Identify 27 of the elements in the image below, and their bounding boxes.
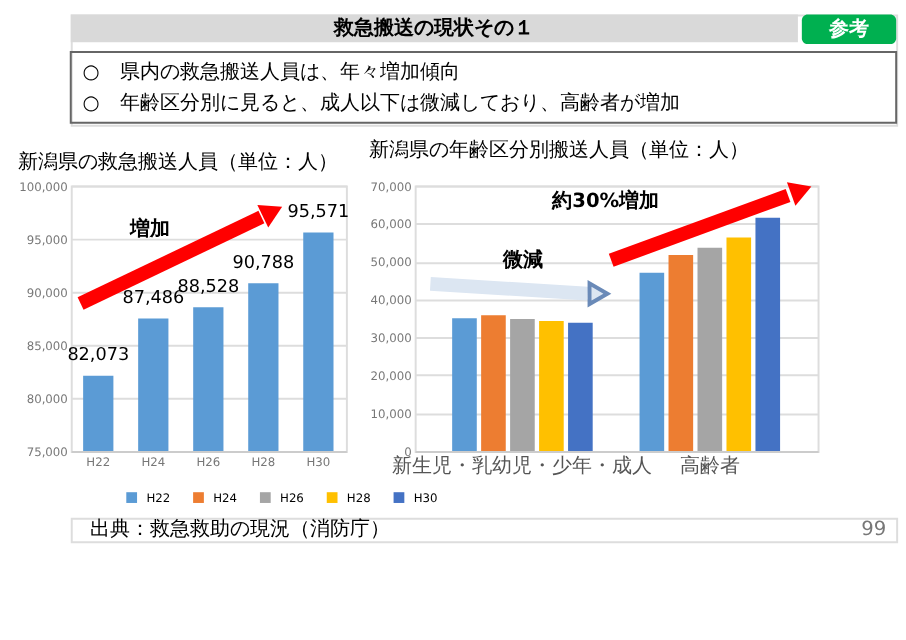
text: 参考	[827, 17, 870, 42]
bar	[481, 315, 506, 451]
text: ○ 県内の救急搬送人員は、年々増加傾向	[82, 59, 460, 84]
chart-title: 新潟県の救急搬送人員（単位：人）	[18, 149, 339, 174]
annotation: 約30%増加	[550, 189, 660, 214]
annotation: 微減	[501, 248, 544, 273]
source-note: 出典：救急救助の現況（消防庁）	[90, 517, 391, 542]
bar	[510, 319, 535, 451]
bar	[639, 272, 665, 451]
x-tick-label: 高齢者	[679, 453, 740, 478]
data-label: 87,486	[122, 288, 185, 309]
data-label: 82,073	[67, 346, 130, 367]
bar	[726, 237, 752, 451]
bar	[452, 318, 477, 451]
bar	[539, 320, 564, 451]
text: ○ 年齢区分別に見ると、成人以下は微減しており、高齢者が増加	[82, 90, 680, 115]
data-label: 95,571	[287, 202, 350, 223]
text: 救急搬送の現状その１	[332, 16, 535, 41]
chart-title: 新潟県の年齢区分別搬送人員（単位：人）	[369, 138, 750, 163]
data-label: 90,788	[232, 253, 295, 274]
bar	[668, 254, 694, 451]
text: 99	[861, 519, 887, 542]
annotation: 増加	[127, 216, 170, 241]
bar	[755, 217, 781, 451]
bar	[697, 247, 723, 451]
bar	[568, 322, 593, 451]
x-tick-label: 新生児・乳幼児・少年・成人	[392, 453, 653, 478]
